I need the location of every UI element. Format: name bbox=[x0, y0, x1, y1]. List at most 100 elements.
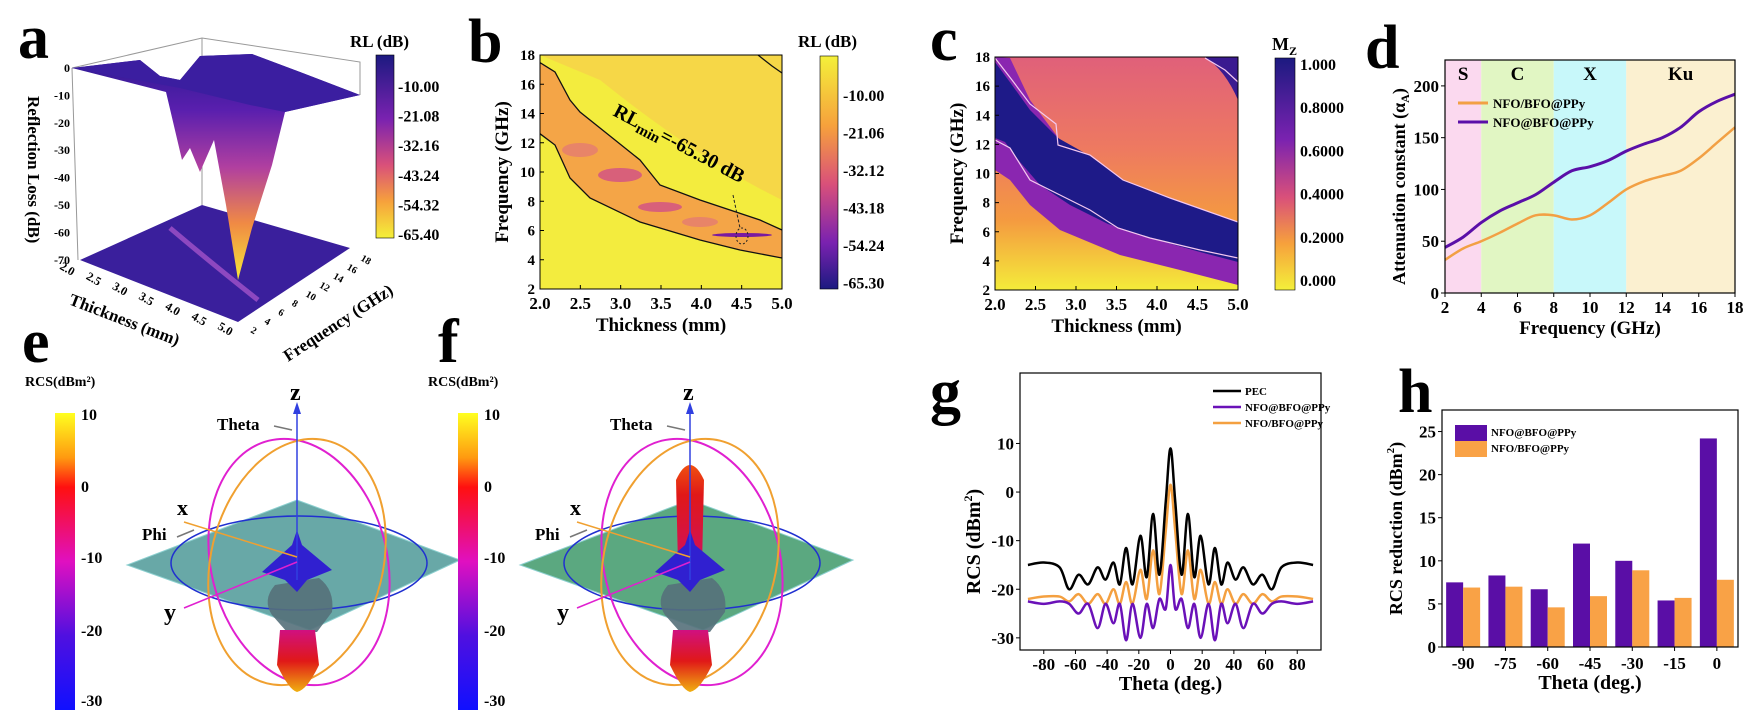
band-label: X bbox=[1583, 64, 1597, 85]
b-colorbar-tick: -65.30 bbox=[843, 276, 884, 293]
band-label: S bbox=[1458, 64, 1469, 85]
h-ytick-label: 10 bbox=[1419, 552, 1436, 571]
h-xtick-label: -15 bbox=[1663, 654, 1686, 673]
g-xtick-label: 80 bbox=[1289, 655, 1306, 674]
theta-arrow-icon bbox=[273, 425, 293, 431]
panel-letter-f: f bbox=[438, 308, 460, 376]
h-xtick-label: -30 bbox=[1621, 654, 1644, 673]
b-ytick-label: 16 bbox=[520, 77, 536, 93]
c-colorbar-tick: 0.4000 bbox=[1300, 187, 1344, 204]
c-top-right-region bbox=[1205, 57, 1238, 100]
g-ytick-label: -10 bbox=[991, 532, 1014, 551]
d-ytick-label: 150 bbox=[1414, 129, 1440, 148]
c-xtick-label: 3.5 bbox=[1106, 295, 1127, 314]
h-xtick-label: -45 bbox=[1579, 654, 1602, 673]
b-hotspot bbox=[598, 168, 642, 182]
d-ytick-label: 50 bbox=[1422, 232, 1439, 251]
g-xtick-label: -40 bbox=[1096, 655, 1119, 674]
b-colorbar-tick: -21.06 bbox=[843, 126, 884, 143]
g-xtick-label: -80 bbox=[1032, 655, 1055, 674]
rcs-colorbar bbox=[55, 413, 75, 710]
legend-label: NFO@BFO@PPy bbox=[1491, 427, 1577, 439]
h-ytick-label: 0 bbox=[1428, 638, 1437, 657]
a-colorbar-tick: -65.40 bbox=[398, 227, 439, 244]
b-xtick-label: 3.5 bbox=[650, 294, 671, 313]
d-ylabel: Attenuation constant (αA) bbox=[1389, 88, 1412, 285]
d-ytick-label: 200 bbox=[1414, 77, 1440, 96]
b-xtick-label: 5.0 bbox=[771, 294, 792, 313]
bar bbox=[1657, 600, 1675, 647]
colorbar-tick: -10 bbox=[81, 550, 102, 567]
c-ylabel: Frequency (GHz) bbox=[947, 103, 968, 245]
legend-label: NFO/BFO@PPy bbox=[1493, 96, 1586, 111]
y-axis-label: y bbox=[557, 600, 569, 626]
a-colorbar-tick: -10.00 bbox=[398, 79, 439, 96]
d-xtick-label: 6 bbox=[1513, 298, 1522, 317]
c-xtick-label: 2.5 bbox=[1025, 295, 1046, 314]
rcs-lobe-body bbox=[660, 578, 726, 632]
legend-swatch bbox=[1455, 441, 1487, 457]
g-ytick-label: -20 bbox=[991, 580, 1014, 599]
a-ytick-label: 4 bbox=[262, 316, 272, 328]
b-hotspot bbox=[638, 202, 682, 212]
c-band bbox=[995, 62, 1238, 262]
c-xtick-label: 4.0 bbox=[1146, 295, 1167, 314]
h-ylabel: RCS reduction (dBm2) bbox=[1385, 442, 1407, 615]
a-xtick-label: 2.5 bbox=[84, 269, 104, 289]
y-axis-label: y bbox=[164, 600, 176, 626]
b-annotation-arrow bbox=[732, 194, 741, 229]
b-ytick-label: 14 bbox=[520, 107, 536, 123]
x-axis-icon bbox=[183, 521, 298, 558]
d-xlabel: Frequency (GHz) bbox=[1519, 318, 1661, 339]
a-ztick-label: -50 bbox=[54, 198, 70, 212]
colorbar-tick: 0 bbox=[484, 479, 492, 496]
series-line bbox=[1444, 92, 1736, 249]
h-xtick-label: 0 bbox=[1713, 654, 1722, 673]
c-ytick-label: 18 bbox=[975, 50, 990, 66]
band-label: C bbox=[1511, 64, 1525, 85]
rcs-colorbar bbox=[458, 413, 478, 710]
rcs-lobe-bottom bbox=[277, 630, 319, 692]
theta-arrow-icon bbox=[666, 425, 686, 431]
a-ytick-label: 12 bbox=[317, 280, 331, 295]
h-xtick-label: -90 bbox=[1452, 654, 1475, 673]
band-Ku bbox=[1626, 60, 1735, 293]
c-colorbar-tick: 0.6000 bbox=[1300, 143, 1344, 160]
theta-circle-magenta bbox=[600, 437, 784, 687]
g-plot-frame bbox=[1019, 372, 1322, 651]
b-colorbar-tick: -32.12 bbox=[843, 163, 884, 180]
b-ytick-label: 2 bbox=[528, 282, 536, 298]
c-ytick-label: 14 bbox=[975, 108, 991, 124]
c-ytick-label: 16 bbox=[975, 79, 991, 95]
phi-arrow-icon bbox=[569, 529, 588, 538]
a-ztick-label: -10 bbox=[54, 88, 70, 102]
panel-letter-c: c bbox=[930, 6, 958, 74]
d-ytick-label: 0 bbox=[1431, 284, 1440, 303]
c-contour bbox=[995, 57, 1238, 223]
h-ytick-label: 15 bbox=[1419, 509, 1436, 528]
series-line bbox=[1027, 563, 1314, 642]
b-xtick-label: 2.5 bbox=[570, 294, 591, 313]
d-xtick-label: 14 bbox=[1654, 298, 1672, 317]
band-label: Ku bbox=[1668, 64, 1694, 85]
legend-label: NFO/BFO@PPy bbox=[1245, 418, 1324, 430]
h-xlabel: Theta (deg.) bbox=[1538, 672, 1641, 694]
b-xtick-label: 4.5 bbox=[731, 294, 752, 313]
d-xtick-label: 16 bbox=[1690, 298, 1707, 317]
a-ytick-label: 14 bbox=[331, 271, 345, 286]
g-ytick-label: 10 bbox=[997, 434, 1014, 453]
a-ztick-label: -30 bbox=[54, 143, 70, 157]
colorbar-tick: -20 bbox=[81, 623, 102, 640]
phi-label: Phi bbox=[535, 525, 560, 544]
series-line bbox=[1027, 483, 1314, 606]
bar bbox=[1573, 543, 1590, 647]
legend-label: NFO@BFO@PPy bbox=[1245, 402, 1331, 414]
g-xlabel: Theta (deg.) bbox=[1119, 673, 1222, 695]
band-S bbox=[1445, 60, 1482, 293]
z-axis-label: z bbox=[683, 380, 694, 406]
bar bbox=[1615, 560, 1633, 647]
b-xtick-label: 3.0 bbox=[610, 294, 631, 313]
b-contour bbox=[540, 132, 782, 259]
b-colorbar-tick: -54.24 bbox=[843, 238, 884, 255]
